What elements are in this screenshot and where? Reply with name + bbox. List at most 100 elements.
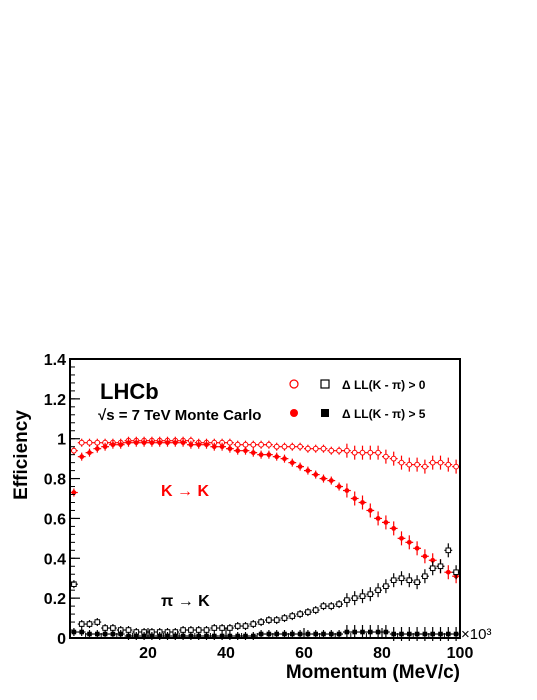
data-point xyxy=(258,631,264,637)
data-point xyxy=(94,446,100,452)
data-point xyxy=(180,440,186,446)
y-axis-title: Efficiency xyxy=(11,410,32,500)
data-point xyxy=(110,625,116,631)
data-point xyxy=(390,577,397,584)
data-point xyxy=(407,631,412,637)
legend-marker-open-circle xyxy=(289,379,299,389)
data-point xyxy=(406,461,413,468)
data-point xyxy=(78,439,85,446)
data-point xyxy=(360,500,365,505)
data-point xyxy=(414,579,420,586)
data-point xyxy=(453,463,460,470)
data-point xyxy=(328,603,335,609)
data-point xyxy=(211,625,218,631)
y-tick-label: 0.8 xyxy=(44,472,66,489)
data-point xyxy=(390,455,397,462)
data-point xyxy=(305,468,311,473)
data-point xyxy=(118,631,123,637)
data-point xyxy=(266,617,272,623)
data-point xyxy=(344,597,350,603)
data-point xyxy=(375,629,381,635)
series-k_to_k_dll0 xyxy=(70,436,460,474)
data-point xyxy=(195,627,202,633)
data-point xyxy=(305,631,311,637)
data-point xyxy=(219,633,225,639)
data-point xyxy=(79,454,85,460)
data-point xyxy=(313,631,318,637)
data-point xyxy=(102,631,108,637)
data-point xyxy=(273,617,280,623)
data-point xyxy=(375,516,381,521)
x-tick-label: 20 xyxy=(139,645,157,662)
y-tick-label: 0.2 xyxy=(44,591,66,608)
data-point xyxy=(172,440,178,446)
data-point xyxy=(71,490,77,495)
data-point xyxy=(422,631,428,637)
data-point xyxy=(368,629,373,635)
data-point xyxy=(273,443,280,450)
data-point xyxy=(71,629,77,635)
data-point xyxy=(297,631,303,637)
data-point xyxy=(188,627,194,633)
legend-marker-open-square xyxy=(320,379,330,389)
data-point xyxy=(336,447,343,454)
data-point xyxy=(429,459,436,466)
experiment-label: LHCb xyxy=(100,379,159,404)
data-point xyxy=(383,453,389,460)
y-tick-label: 0.4 xyxy=(44,551,66,568)
data-point xyxy=(321,631,326,637)
data-point xyxy=(110,631,116,637)
data-point xyxy=(149,633,155,639)
data-point xyxy=(110,442,116,448)
data-point xyxy=(305,609,311,615)
data-point xyxy=(446,631,451,637)
data-point xyxy=(266,441,272,448)
data-marks xyxy=(70,436,460,642)
data-point xyxy=(258,452,264,458)
data-point xyxy=(235,633,240,639)
data-point xyxy=(289,613,296,619)
data-point xyxy=(398,575,405,582)
data-point xyxy=(258,619,264,625)
data-point xyxy=(352,496,358,501)
data-point xyxy=(344,447,350,454)
data-point xyxy=(95,631,100,637)
data-point xyxy=(305,445,311,452)
data-point xyxy=(173,633,178,639)
data-point xyxy=(367,591,374,597)
data-point xyxy=(383,629,389,635)
x-tick-label: 100 xyxy=(447,645,474,662)
data-point xyxy=(398,459,405,466)
data-point xyxy=(351,595,358,601)
data-point xyxy=(118,442,124,448)
data-point xyxy=(234,441,241,448)
data-point xyxy=(320,603,327,609)
data-point xyxy=(328,478,334,483)
data-point xyxy=(227,625,233,631)
data-point xyxy=(219,625,225,631)
data-point xyxy=(165,440,170,446)
data-point xyxy=(359,593,366,599)
data-point xyxy=(437,563,444,570)
data-point xyxy=(79,629,84,635)
data-point xyxy=(126,633,131,639)
data-point xyxy=(94,439,101,446)
data-point xyxy=(297,611,303,617)
data-point xyxy=(243,633,248,639)
data-point xyxy=(312,607,319,613)
data-point xyxy=(445,547,452,554)
data-point xyxy=(149,440,155,446)
data-point xyxy=(453,631,459,637)
data-point xyxy=(86,621,93,627)
data-point xyxy=(196,442,202,448)
data-point xyxy=(227,633,233,639)
data-point xyxy=(203,627,210,633)
data-point xyxy=(336,484,342,489)
data-point xyxy=(437,459,444,466)
data-point xyxy=(165,633,170,639)
data-point xyxy=(438,631,443,637)
data-point xyxy=(352,629,357,635)
data-point xyxy=(383,583,389,589)
series-pi_to_k_dll0 xyxy=(70,543,460,637)
data-point xyxy=(86,439,93,446)
